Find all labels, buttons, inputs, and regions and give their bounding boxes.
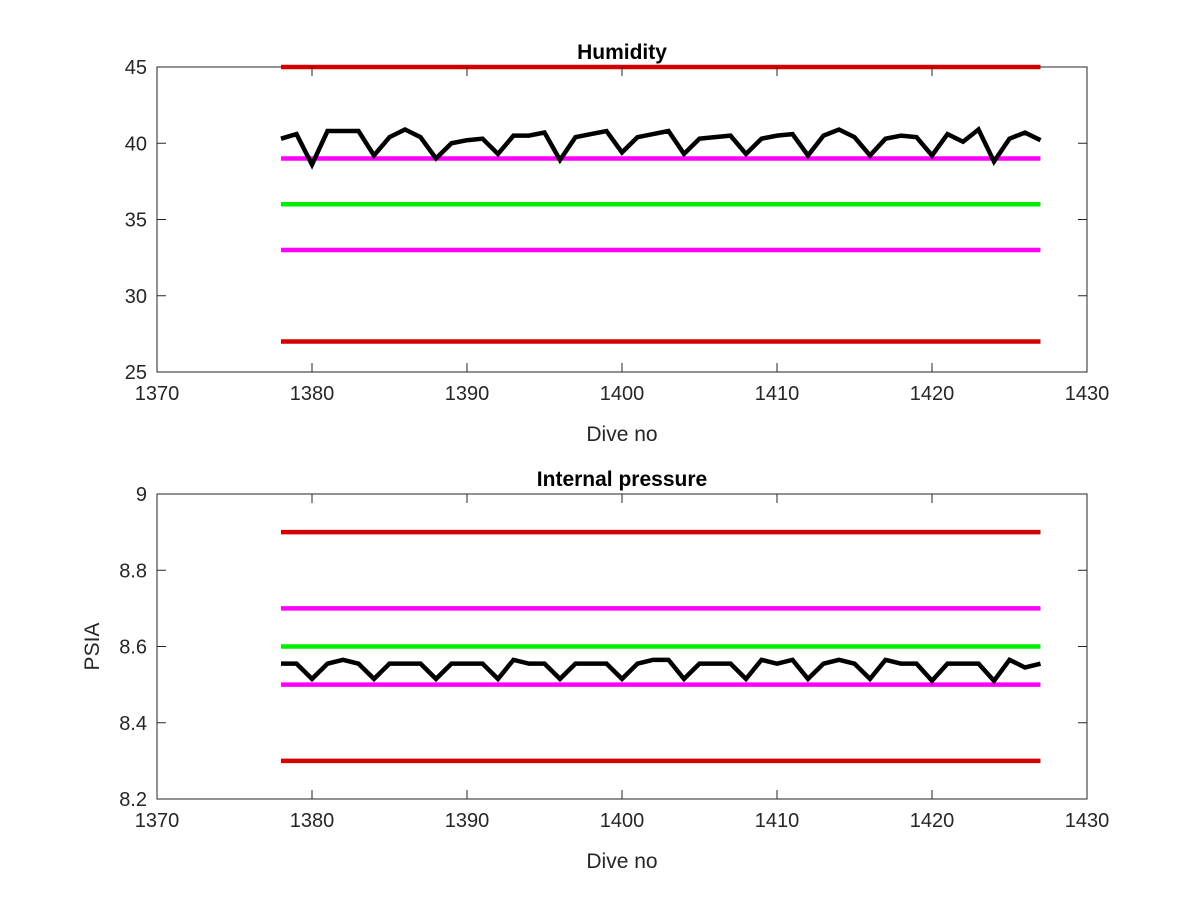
pressure-x-tick-label: 1370 [135,810,180,832]
humidity-x-tick-label: 1380 [290,383,335,405]
internal-pressure-chart: 1370 1380 1390 1400 1410 1420 1430 8.2 8.4 8.6 8.8… [81,468,1109,873]
pressure-x-tick-label: 1400 [600,810,645,832]
humidity-y-tick-label: 30 [125,286,147,308]
pressure-y-tick-label: 8.2 [119,789,147,811]
pressure-x-tick-label: 1390 [445,810,490,832]
humidity-x-tick-label: 1430 [1065,383,1110,405]
pressure-chart-title: Internal pressure [537,468,707,491]
pressure-y-axis-label: PSIA [81,623,104,671]
humidity-y-tick-label: 35 [125,210,147,232]
humidity-x-axis-label: Dive no [586,423,657,446]
humidity-plot-frame [156,66,1088,373]
humidity-x-tick-label: 1410 [755,383,800,405]
humidity-chart-title: Humidity [577,41,667,64]
pressure-y-tick-label: 9 [136,484,147,506]
pressure-x-tick-label: 1420 [910,810,955,832]
pressure-y-tick-label: 8.4 [119,713,147,735]
pressure-y-tick-label: 8.6 [119,637,147,659]
pressure-x-tick-label: 1380 [290,810,335,832]
humidity-y-tick-label: 40 [125,133,147,155]
humidity-x-tick-label: 1370 [135,383,180,405]
humidity-y-tick-label: 25 [125,362,147,384]
pressure-x-tick-label: 1430 [1065,810,1110,832]
pressure-x-axis-label: Dive no [586,850,657,873]
pressure-series-measurement [281,656,1042,685]
humidity-x-tick-label: 1400 [600,383,645,405]
humidity-y-tick-label: 45 [125,57,147,79]
humidity-x-tick-label: 1390 [445,383,490,405]
pressure-y-tick-label: 8.8 [119,560,147,582]
humidity-series-measurement [280,126,1042,170]
humidity-chart: 1370 1380 1390 1400 1410 1420 1430 25 30 35 40 45 Hu… [125,41,1110,446]
pressure-x-tick-label: 1410 [755,810,800,832]
humidity-x-tick-label: 1420 [910,383,955,405]
